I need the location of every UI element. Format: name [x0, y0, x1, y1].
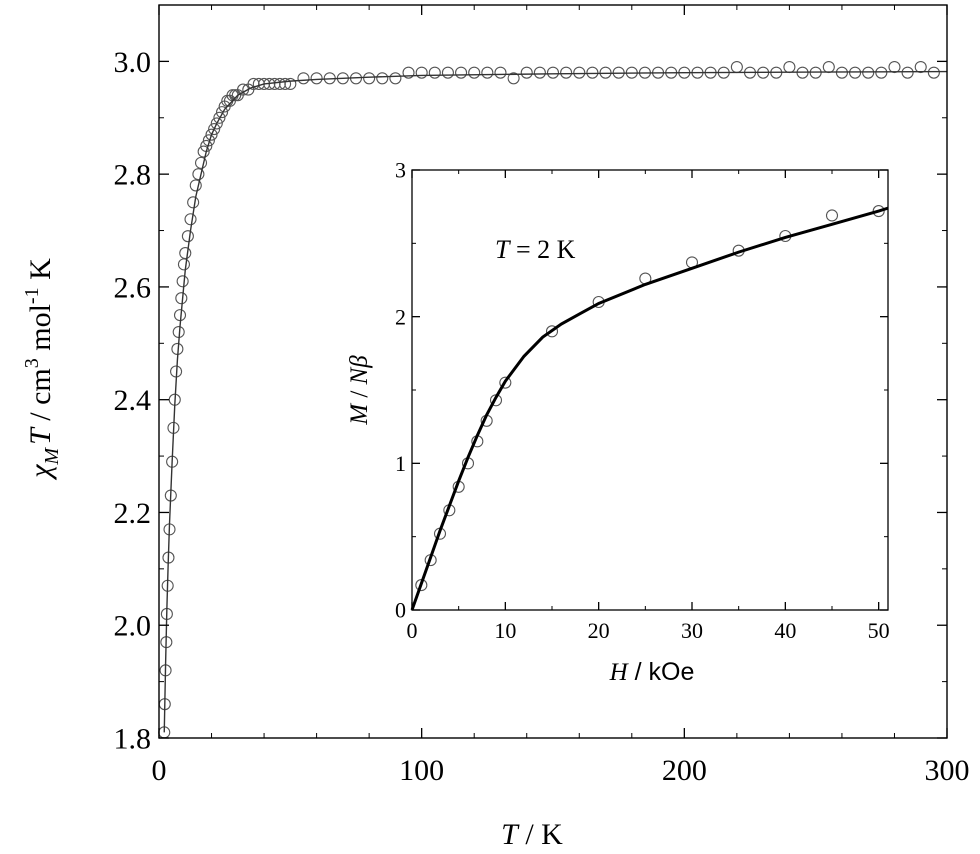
main-data-point [586, 66, 599, 79]
main-data-point [494, 66, 507, 79]
main-data-point [441, 66, 454, 79]
inset-data-point [825, 209, 839, 222]
inset-x-axis-label: H / kOe [609, 658, 695, 686]
main-data-point [822, 60, 835, 74]
main-y-tick-label: 2.2 [114, 497, 152, 530]
main-data-point [783, 60, 796, 74]
main-data-point [376, 72, 389, 85]
inset-x-tick-label: 0 [407, 618, 418, 643]
main-y-tick-label: 2.0 [114, 610, 152, 643]
main-data-point [520, 66, 533, 79]
main-data-point [175, 292, 188, 305]
main-data-point [389, 72, 402, 85]
main-x-tick-label: 300 [925, 754, 970, 787]
main-data-point [213, 111, 226, 124]
main-plot-frame [158, 4, 948, 739]
inset-x-tick-label: 40 [774, 618, 796, 643]
main-data-point [914, 60, 927, 74]
main-data-point [546, 66, 560, 79]
main-x-axis-label: T / K [501, 818, 563, 851]
main-data-point [187, 196, 200, 209]
main-data-point [208, 123, 221, 136]
inset-background [412, 170, 888, 610]
main-x-tick-label: 100 [399, 754, 444, 787]
main-data-point [279, 77, 292, 90]
main-data-point [210, 117, 223, 130]
main-data-point [297, 72, 310, 85]
main-x-tick-label: 200 [662, 754, 707, 787]
main-data-point [229, 89, 242, 102]
main-y-axis-label: χMT / cm3 mol-1 K [21, 258, 63, 481]
main-data-point [202, 134, 215, 147]
inset-data-point [499, 376, 512, 389]
inset-y-axis-label: M / Nβ [346, 355, 373, 426]
main-y-tick-label: 2.8 [114, 159, 152, 192]
main-data-layer [158, 60, 948, 739]
main-data-point [192, 168, 205, 181]
inset-x-tick-label: 50 [868, 618, 890, 643]
inset-axes: 0 10 20 30 40 50 0 1 2 3 [395, 158, 890, 643]
main-data-point [468, 66, 481, 79]
main-data-point [179, 247, 192, 260]
inset-y-tick-label: 0 [395, 598, 406, 623]
main-data-point [184, 213, 197, 226]
main-data-point [901, 66, 914, 79]
main-data-point [862, 66, 875, 79]
main-data-point [215, 106, 229, 119]
inset-y-tick-label: 3 [395, 158, 406, 183]
inset-chart: 0 10 20 30 40 50 0 1 2 3 T = 2 K H / kOe M / Nβ [346, 158, 890, 686]
main-y-tick-label: 1.8 [114, 723, 152, 756]
main-data-point [428, 66, 441, 79]
main-y-tick-label: 2.6 [114, 271, 152, 304]
main-data-point [560, 66, 573, 79]
inset-data-point [545, 325, 559, 338]
main-data-point [205, 128, 218, 141]
main-y-tick-label: 2.4 [114, 384, 152, 417]
main-data-point [197, 145, 210, 158]
inset-fit-line [410, 206, 889, 611]
main-data-point [415, 66, 428, 79]
main-data-point [888, 60, 901, 74]
inset-y-tick-label: 1 [395, 451, 406, 476]
inset-x-tick-label: 20 [588, 618, 610, 643]
inset-y-tick-label: 2 [395, 304, 406, 329]
main-data-point [194, 156, 208, 169]
main-data-point [455, 66, 468, 79]
main-data-point [181, 230, 194, 243]
inset-data-layer [410, 205, 889, 611]
main-data-point [363, 72, 376, 85]
main-data-point [481, 66, 494, 79]
main-y-tick-label: 3.0 [114, 46, 152, 79]
main-data-point [402, 66, 415, 79]
main-data-point [573, 66, 586, 79]
main-data-point [533, 66, 546, 79]
main-data-point [730, 60, 743, 74]
main-data-point [849, 66, 862, 79]
main-fit-line [163, 70, 948, 733]
main-data-point [310, 72, 323, 85]
main-data-point [176, 275, 189, 288]
inset-x-tick-label: 10 [494, 618, 516, 643]
inset-annotation: T = 2 K [495, 235, 576, 264]
main-data-point [189, 179, 202, 192]
inset-x-tick-label: 30 [681, 618, 703, 643]
main-data-point [284, 77, 297, 90]
main-x-tick-label: 0 [152, 754, 167, 787]
main-data-point [875, 66, 888, 79]
main-data-point [177, 258, 190, 271]
main-data-point [507, 72, 520, 85]
main-data-point [927, 66, 940, 79]
